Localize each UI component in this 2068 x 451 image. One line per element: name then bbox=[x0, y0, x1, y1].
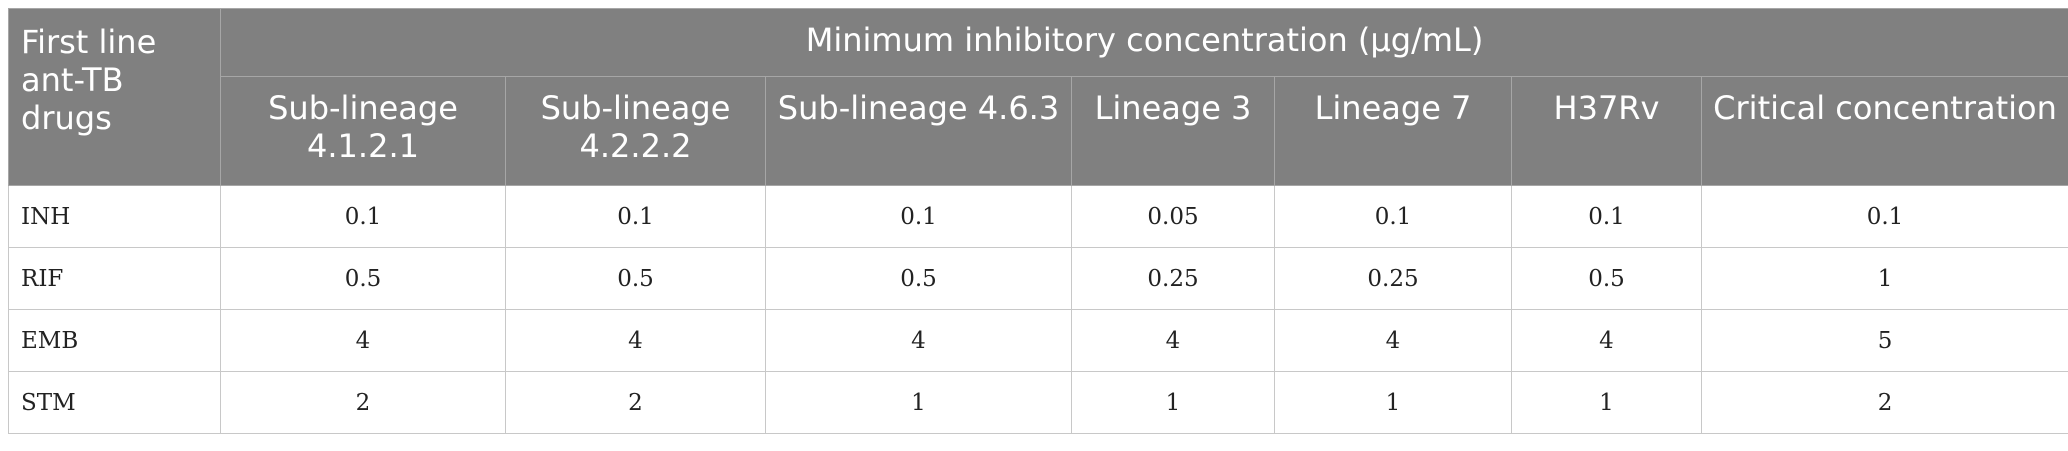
value-cell: 2 bbox=[1700, 371, 2068, 434]
table-row: EMB 4 4 4 4 4 4 5 bbox=[8, 309, 2068, 372]
value-cell: 0.5 bbox=[505, 247, 766, 310]
value-cell: 4 bbox=[1511, 309, 1702, 372]
value-cell: 4 bbox=[1071, 309, 1275, 372]
value-cell: 4 bbox=[505, 309, 766, 372]
value-cell: 4 bbox=[220, 309, 506, 372]
table-row: RIF 0.5 0.5 0.5 0.25 0.25 0.5 1 bbox=[8, 247, 2068, 310]
value-cell: 0.1 bbox=[505, 185, 766, 248]
column-header: Sub-lineage 4.6.3 bbox=[765, 76, 1072, 186]
table-body: INH 0.1 0.1 0.1 0.05 0.1 0.1 0.1 RIF 0.5… bbox=[8, 185, 2068, 434]
value-cell: 0.1 bbox=[220, 185, 506, 248]
value-cell: 1 bbox=[1274, 371, 1512, 434]
value-cell: 0.25 bbox=[1274, 247, 1512, 310]
value-cell: 0.05 bbox=[1071, 185, 1275, 248]
value-cell: 0.5 bbox=[765, 247, 1072, 310]
column-header: Lineage 3 bbox=[1071, 76, 1275, 186]
value-cell: 1 bbox=[1071, 371, 1275, 434]
value-cell: 1 bbox=[765, 371, 1072, 434]
value-cell: 0.1 bbox=[1700, 185, 2068, 248]
table-row: STM 2 2 1 1 1 1 2 bbox=[8, 371, 2068, 434]
value-cell: 0.1 bbox=[1274, 185, 1512, 248]
column-header: Lineage 7 bbox=[1274, 76, 1512, 186]
column-header: Sub-lineage 4.2.2.2 bbox=[505, 76, 766, 186]
value-cell: 4 bbox=[765, 309, 1072, 372]
drug-column-header: First line ant-TB drugs bbox=[8, 8, 221, 186]
table-row: INH 0.1 0.1 0.1 0.05 0.1 0.1 0.1 bbox=[8, 185, 2068, 248]
column-header: H37Rv bbox=[1511, 76, 1702, 186]
header-row-columns: Sub-lineage 4.1.2.1 Sub-lineage 4.2.2.2 … bbox=[9, 76, 2068, 186]
value-cell: 0.5 bbox=[220, 247, 506, 310]
drug-name-cell: INH bbox=[8, 185, 221, 248]
value-cell: 1 bbox=[1511, 371, 1702, 434]
mic-table-container: First line ant-TB drugs Minimum inhibito… bbox=[8, 8, 2068, 434]
table-header: First line ant-TB drugs Minimum inhibito… bbox=[8, 8, 2068, 186]
value-cell: 1 bbox=[1700, 247, 2068, 310]
drug-name-cell: RIF bbox=[8, 247, 221, 310]
drug-name-cell: STM bbox=[8, 371, 221, 434]
value-cell: 5 bbox=[1700, 309, 2068, 372]
column-header: Sub-lineage 4.1.2.1 bbox=[220, 76, 506, 186]
column-header: Critical concentration bbox=[1700, 76, 2068, 186]
value-cell: 0.25 bbox=[1071, 247, 1275, 310]
value-cell: 2 bbox=[220, 371, 506, 434]
drug-name-cell: EMB bbox=[8, 309, 221, 372]
mic-table: First line ant-TB drugs Minimum inhibito… bbox=[8, 8, 2068, 434]
value-cell: 0.1 bbox=[1511, 185, 1702, 248]
mic-group-header: Minimum inhibitory concentration (µg/mL) bbox=[219, 8, 2068, 77]
value-cell: 0.5 bbox=[1511, 247, 1702, 310]
value-cell: 4 bbox=[1274, 309, 1512, 372]
header-row-group: First line ant-TB drugs Minimum inhibito… bbox=[8, 8, 2068, 186]
value-cell: 0.1 bbox=[765, 185, 1072, 248]
value-cell: 2 bbox=[505, 371, 766, 434]
